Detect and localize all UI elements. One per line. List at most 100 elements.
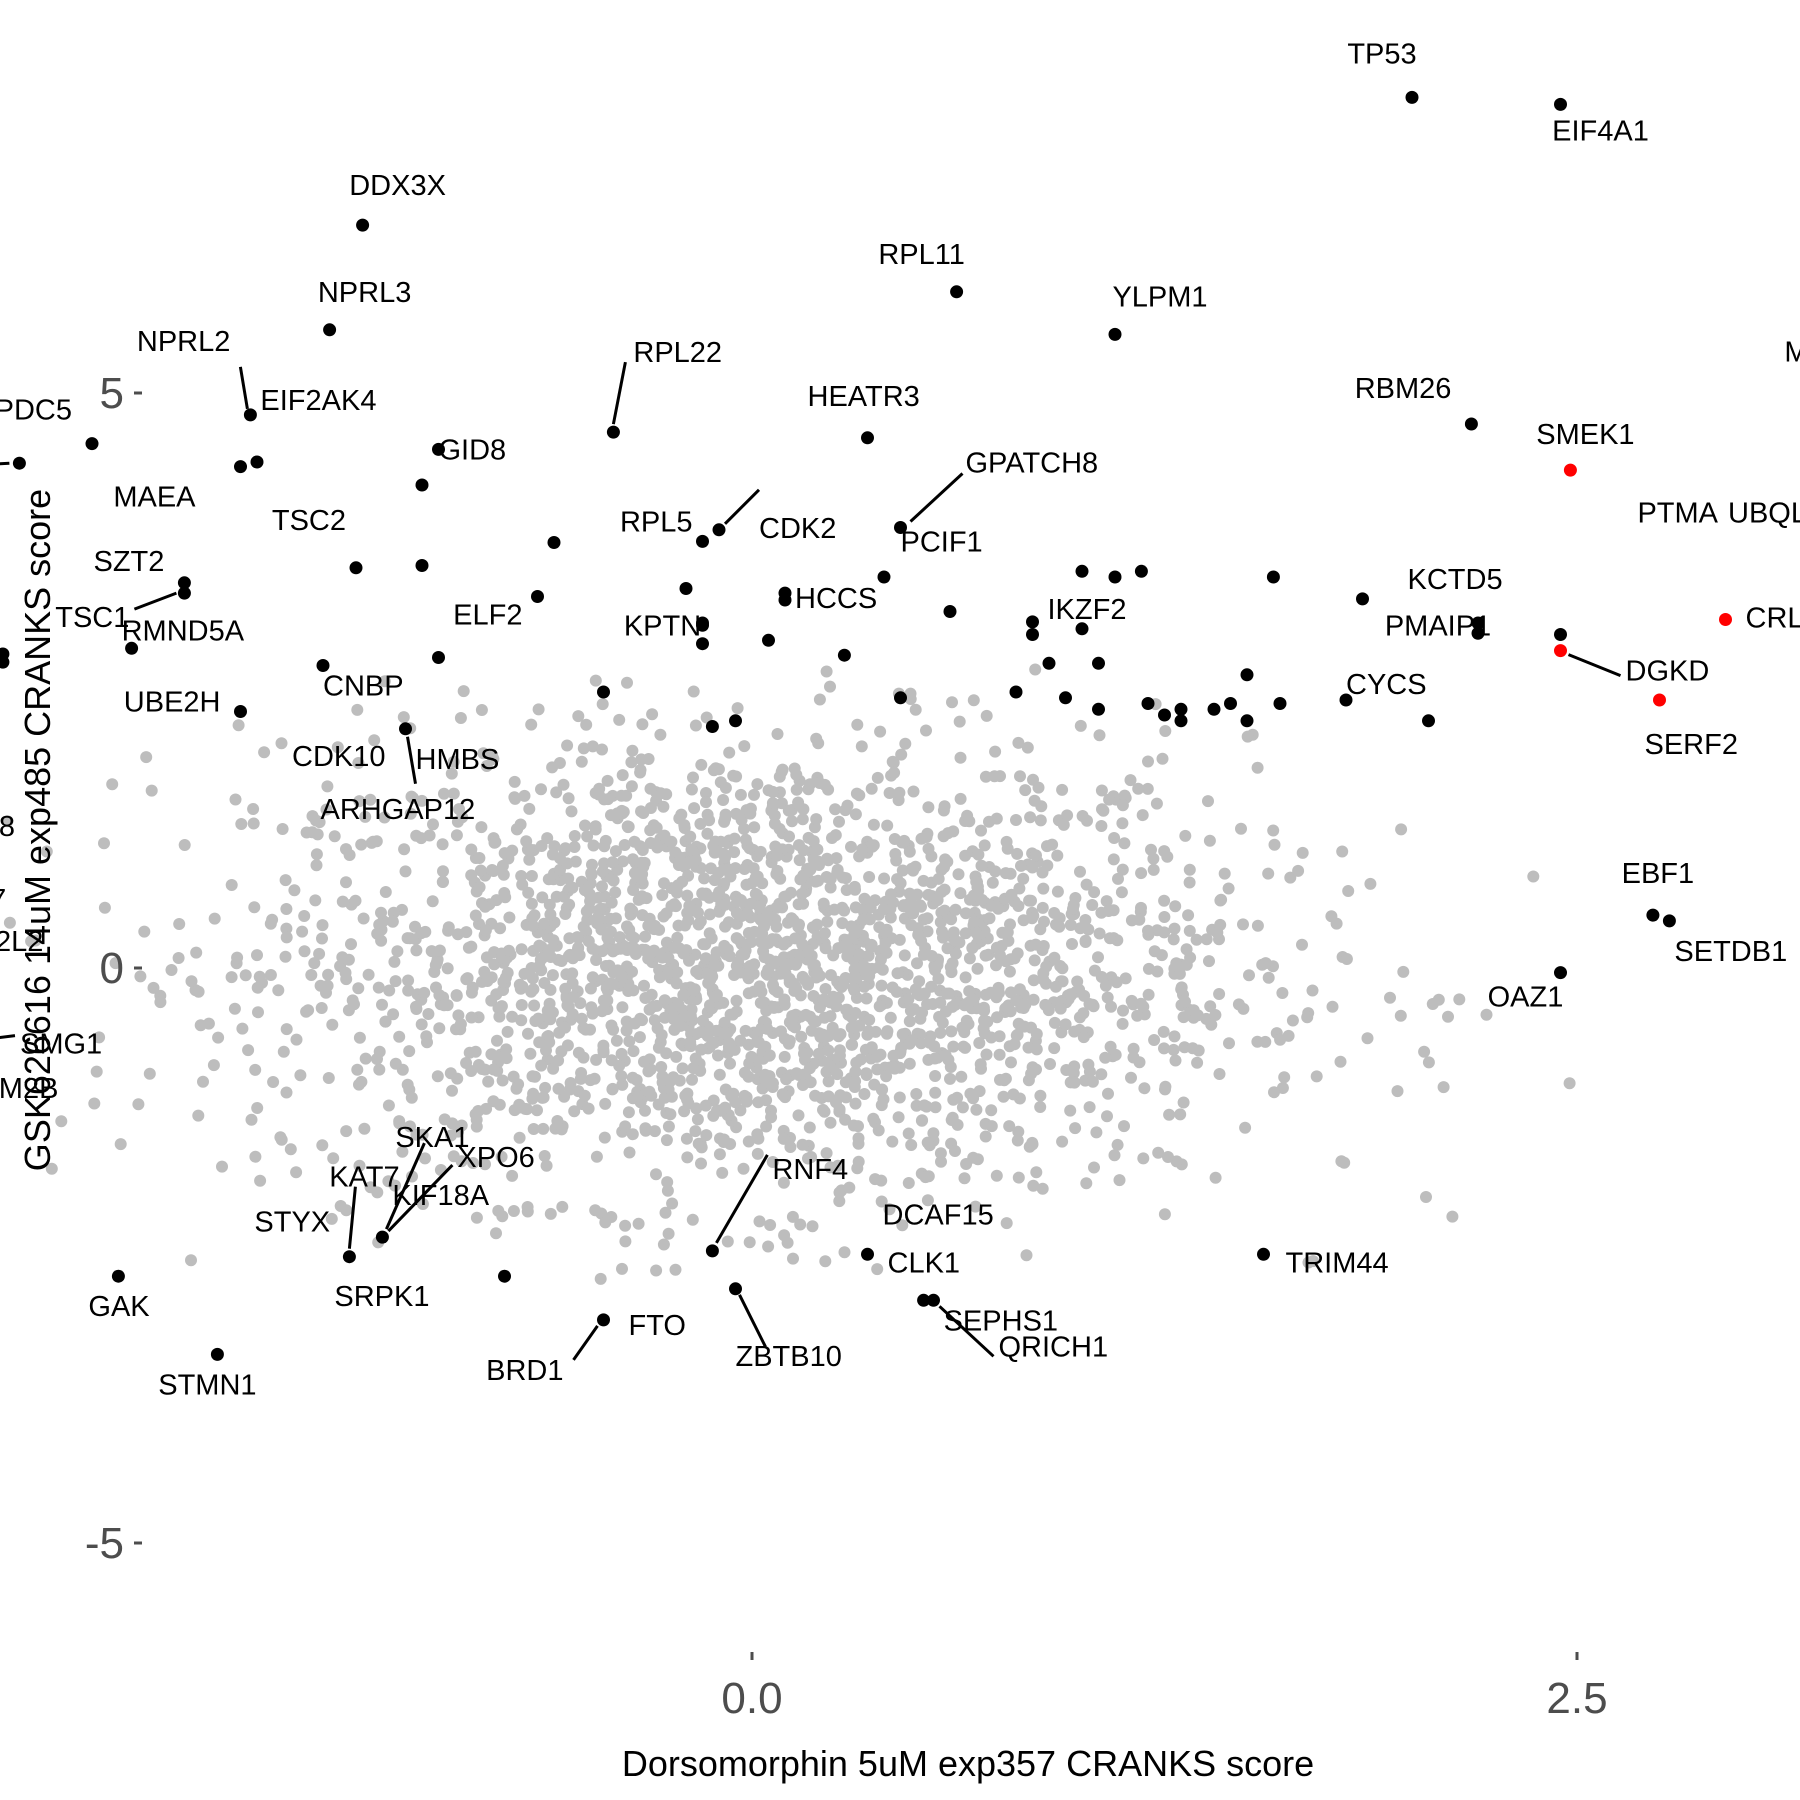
label-gak: GAK (88, 1291, 150, 1323)
background-point (1074, 719, 1087, 732)
background-point (619, 1120, 632, 1133)
background-point (709, 762, 722, 775)
background-point (584, 982, 597, 995)
background-point (849, 1097, 862, 1110)
background-point (208, 912, 221, 925)
point-fam58a (12, 456, 26, 470)
point-ebf1 (1646, 908, 1660, 922)
background-point (1028, 794, 1041, 807)
background-point (683, 899, 696, 912)
background-point (942, 827, 955, 840)
background-point (922, 801, 935, 814)
point-kptn (696, 618, 709, 632)
background-point (1394, 1009, 1407, 1022)
background-point (967, 694, 980, 707)
background-point (357, 912, 370, 925)
background-point (513, 1131, 526, 1144)
point-qrich1 (927, 1293, 940, 1307)
background-point (621, 920, 633, 933)
background-point (185, 975, 198, 988)
background-point (896, 864, 909, 877)
background-point (1003, 1120, 1016, 1133)
background-point (860, 1069, 873, 1081)
background-point (489, 836, 502, 849)
background-point (258, 746, 271, 759)
background-point (212, 1031, 225, 1044)
background-point (953, 715, 966, 728)
background-point (623, 1146, 636, 1159)
background-point (575, 755, 588, 768)
background-point (999, 867, 1012, 880)
axes: -2.50.02.55.07.5-505 (85, 369, 1608, 1723)
background-point (1180, 958, 1193, 971)
background-point (546, 848, 559, 861)
background-point (574, 1072, 587, 1085)
label-ddx3x: DDX3X (349, 170, 446, 202)
background-point (586, 858, 598, 871)
unlabeled-point (705, 720, 719, 733)
background-point (389, 975, 402, 988)
leader-line (385, 1142, 426, 1230)
background-point (430, 981, 442, 994)
background-point (657, 800, 670, 813)
background-point (247, 803, 260, 815)
leader-line (406, 736, 417, 785)
background-point (639, 1124, 652, 1137)
background-point (607, 978, 620, 990)
background-point (581, 830, 594, 843)
background-point (475, 821, 488, 834)
background-point (697, 1014, 709, 1027)
background-point (1111, 1138, 1124, 1151)
background-point (552, 1082, 565, 1095)
background-point (470, 1113, 483, 1126)
background-point (921, 1136, 934, 1149)
background-point (1152, 1146, 1165, 1159)
background-point (521, 1201, 534, 1213)
background-point (437, 875, 449, 888)
background-point (1030, 1166, 1043, 1179)
background-point (316, 919, 329, 932)
point-ube2h (234, 705, 247, 718)
unlabeled-point (1092, 702, 1105, 716)
background-point (783, 958, 796, 971)
background-point (351, 1063, 364, 1076)
background-point (792, 1109, 805, 1122)
background-point (754, 845, 767, 858)
background-point (822, 854, 835, 867)
unlabeled-point (1108, 570, 1122, 584)
label-ptma: PTMA (1637, 497, 1718, 529)
background-point (921, 925, 934, 938)
background-point (727, 1087, 740, 1100)
background-point (609, 886, 622, 899)
background-point (880, 946, 893, 959)
background-point (863, 1013, 876, 1026)
background-point (280, 922, 293, 935)
background-point (378, 811, 391, 824)
unlabeled-point (1059, 691, 1072, 705)
label-tsc1: TSC1 (55, 602, 129, 634)
background-point (777, 1089, 790, 1102)
background-point (929, 1086, 942, 1099)
background-point (708, 958, 721, 971)
point-cycs (1339, 693, 1353, 707)
background-point (1014, 770, 1026, 783)
background-point (1147, 863, 1160, 876)
background-point (1012, 1171, 1025, 1184)
background-point (1158, 911, 1171, 923)
background-point (870, 1050, 883, 1063)
background-point (418, 986, 431, 999)
background-point (903, 1057, 916, 1070)
background-point (1179, 995, 1191, 1008)
background-point (684, 830, 697, 843)
y-tick-label: 0 (100, 944, 124, 993)
background-point (890, 854, 903, 867)
leader-line (347, 1186, 357, 1249)
label-cnbp: CNBP (323, 671, 404, 703)
background-point (1116, 863, 1129, 876)
background-point (462, 941, 475, 954)
unlabeled-point (1141, 697, 1155, 710)
background-point (991, 1011, 1003, 1024)
background-point (787, 1252, 799, 1265)
background-point (580, 718, 593, 731)
background-point (753, 1215, 766, 1228)
